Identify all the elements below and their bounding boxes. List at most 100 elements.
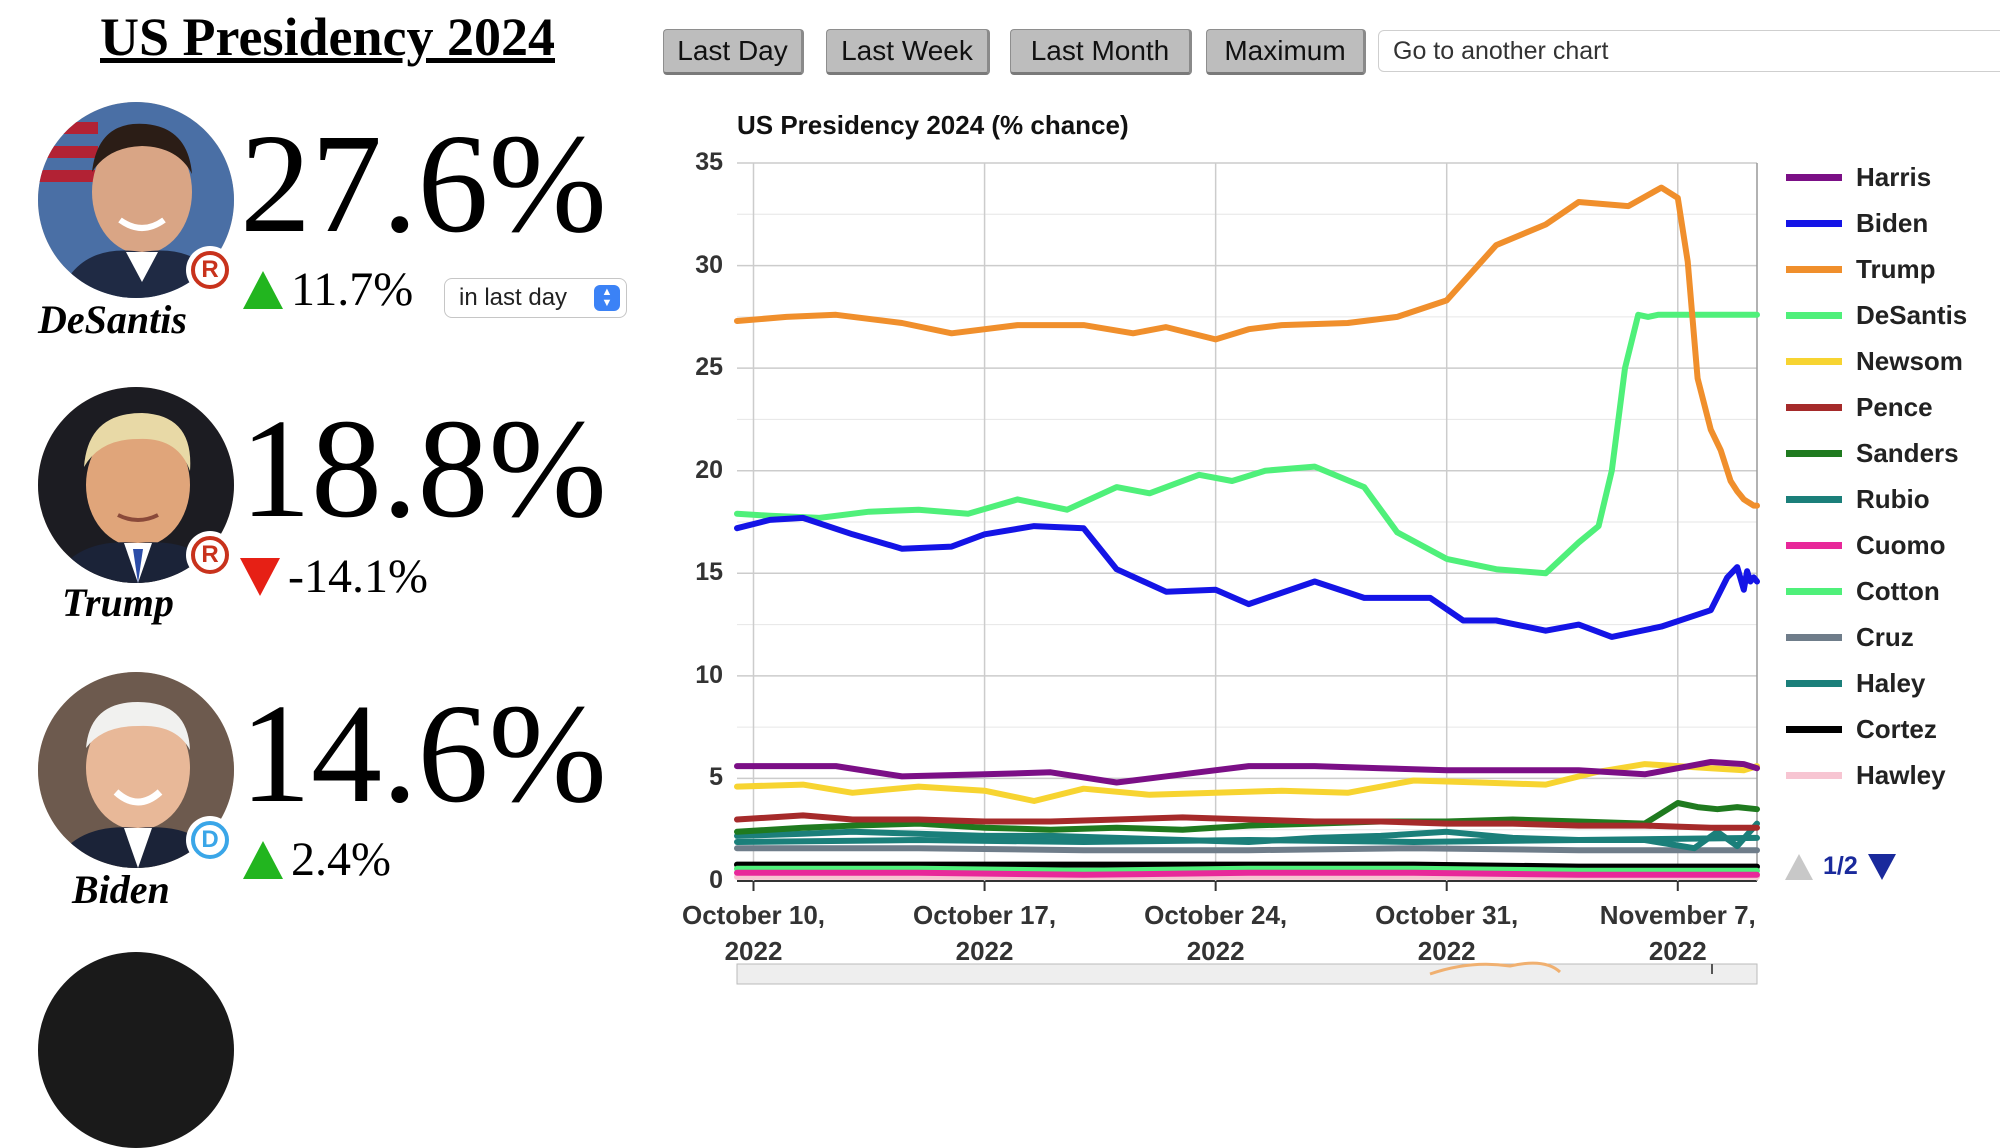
candidate-percentage: 27.6%	[240, 104, 607, 262]
y-tick-label: 10	[695, 660, 723, 689]
legend-label: Pence	[1856, 391, 1933, 422]
legend-item[interactable]: Cuomo	[1786, 528, 1946, 562]
legend-label: Biden	[1856, 207, 1929, 238]
legend-item[interactable]: Trump	[1786, 252, 1935, 286]
change-value: -14.1%	[288, 550, 428, 603]
y-tick-label: 20	[695, 455, 723, 484]
legend-label: Newsom	[1856, 345, 1963, 376]
legend-swatch	[1786, 771, 1842, 779]
candidate-photo	[38, 387, 234, 583]
candidate-card-desantis: R 27.6% 11.7% DeSantis	[0, 102, 640, 382]
change-value: 2.4%	[291, 833, 391, 886]
legend-label: Sanders	[1856, 437, 1959, 468]
legend-item[interactable]: Cotton	[1786, 574, 1940, 608]
legend-label: Cotton	[1856, 575, 1940, 606]
legend-label: Hawley	[1856, 759, 1946, 790]
x-tick-label: October 17, 2022	[913, 900, 1057, 966]
chart-search-input[interactable]: Go to another chart	[1378, 30, 2000, 72]
candidate-photo	[38, 102, 234, 298]
series-line-desantis	[734, 311, 1760, 577]
y-tick-label: 0	[709, 866, 723, 894]
period-select[interactable]: in last day ▲ ▼	[444, 278, 627, 318]
legend-item[interactable]: Pence	[1786, 390, 1933, 424]
legend-swatch	[1786, 311, 1842, 319]
pager-up-icon[interactable]	[1785, 853, 1813, 880]
legend-item[interactable]: DeSantis	[1786, 298, 1967, 332]
legend-pager: 1/2	[1785, 852, 1896, 881]
candidate-percentage: 18.8%	[240, 389, 607, 547]
x-tick-label: November 7, 2022	[1599, 900, 1756, 966]
y-tick-label: 15	[695, 558, 723, 587]
pager-text: 1/2	[1823, 852, 1858, 880]
legend-label: Cortez	[1856, 713, 1937, 744]
legend-label: Cruz	[1856, 621, 1914, 652]
legend-label: Harris	[1856, 161, 1932, 192]
legend-swatch	[1786, 679, 1842, 687]
series-line-cuomo	[734, 869, 1760, 878]
x-tick-label: October 31, 2022	[1375, 900, 1519, 966]
candidate-percentage: 14.6%	[240, 674, 607, 832]
arrow-up-icon	[243, 840, 283, 879]
legend-swatch	[1786, 495, 1842, 503]
legend-label: Cuomo	[1856, 529, 1946, 560]
arrow-down-icon	[240, 557, 280, 596]
candidate-card-trump: R 18.8% -14.1% Trump	[0, 387, 640, 667]
democratic-party-icon: D	[186, 816, 234, 864]
last-week-button[interactable]: Last Week	[826, 29, 990, 75]
legend-label: Trump	[1856, 253, 1936, 284]
candidate-change: 2.4%	[243, 832, 391, 887]
y-tick-label: 30	[695, 250, 723, 279]
page-title: US Presidency 2024	[100, 7, 555, 67]
legend-swatch	[1786, 403, 1842, 411]
x-tick-label: October 10, 2022	[681, 900, 826, 966]
series-line-rubio	[734, 820, 1760, 852]
pager-down-icon[interactable]	[1867, 853, 1896, 880]
y-tick-label: 35	[695, 148, 723, 176]
last-month-button[interactable]: Last Month	[1010, 29, 1192, 75]
last-day-button[interactable]: Last Day	[663, 29, 804, 75]
candidate-name: DeSantis	[38, 297, 187, 342]
series-line-cortez	[734, 861, 1760, 870]
legend-label: Haley	[1856, 667, 1926, 698]
legend-swatch	[1786, 449, 1842, 457]
candidate-name: Trump	[62, 580, 174, 625]
series-line-newsom	[734, 761, 1760, 804]
series-line-trump	[734, 184, 1760, 509]
legend-item[interactable]: Biden	[1786, 206, 1928, 240]
legend-label: Rubio	[1856, 483, 1930, 514]
legend-swatch	[1786, 357, 1842, 365]
x-tick-label: October 24, 2022	[1144, 900, 1288, 966]
candidate-change: 11.7%	[243, 262, 413, 317]
candidate-change: -14.1%	[240, 549, 428, 604]
series-line-biden	[734, 514, 1760, 640]
series-line-harris	[734, 759, 1760, 786]
legend-swatch	[1786, 265, 1842, 273]
legend-swatch	[1786, 633, 1842, 641]
maximum-button[interactable]: Maximum	[1206, 29, 1366, 75]
chart-title: US Presidency 2024 (% chance)	[737, 110, 1129, 140]
legend-item[interactable]: Cruz	[1786, 620, 1914, 654]
legend-item[interactable]: Haley	[1786, 666, 1925, 700]
change-value: 11.7%	[291, 263, 414, 316]
legend-swatch	[1786, 173, 1842, 181]
search-placeholder: Go to another chart	[1393, 36, 1609, 65]
republican-party-icon: R	[186, 531, 234, 579]
candidate-name: Biden	[72, 867, 170, 912]
period-select-value: in last day	[459, 284, 568, 311]
legend-item[interactable]: Rubio	[1786, 482, 1930, 516]
legend-swatch	[1786, 725, 1842, 733]
y-tick-label: 25	[695, 353, 723, 382]
candidate-card-biden: D 14.6% 2.4% Biden	[0, 672, 640, 952]
series-line-cotton	[734, 865, 1760, 874]
republican-party-icon: R	[186, 246, 234, 294]
legend-item[interactable]: Cortez	[1786, 712, 1937, 746]
legend-item[interactable]: Harris	[1786, 160, 1931, 194]
legend-swatch	[1786, 587, 1842, 595]
select-stepper-icon: ▲ ▼	[594, 285, 620, 311]
y-tick-label: 5	[709, 763, 723, 792]
legend-item[interactable]: Hawley	[1786, 758, 1946, 792]
legend-item[interactable]: Newsom	[1786, 344, 1963, 378]
candidate-photo-partial	[38, 952, 234, 1148]
arrow-up-icon	[243, 270, 283, 309]
legend-item[interactable]: Sanders	[1786, 436, 1959, 470]
